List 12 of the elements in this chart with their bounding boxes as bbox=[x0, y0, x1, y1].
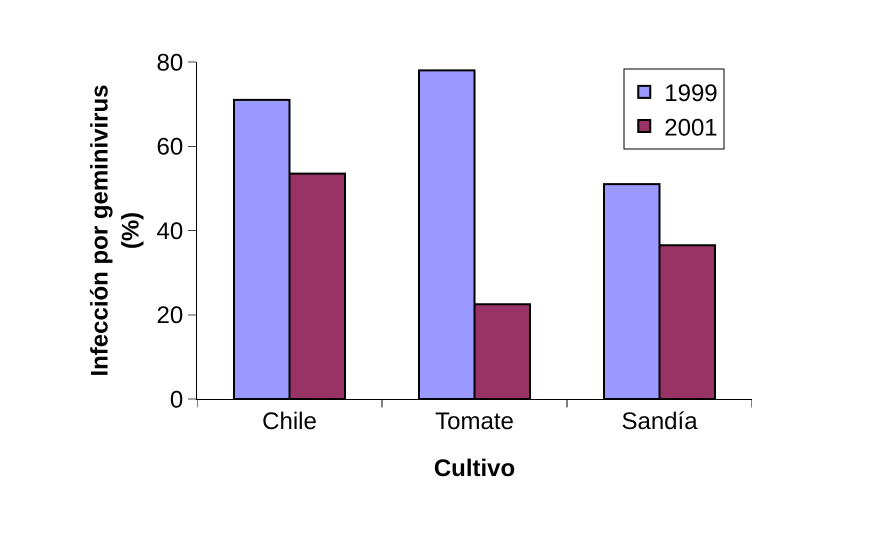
y-tick-label: 20 bbox=[156, 302, 184, 330]
x-tick-label: Chile bbox=[262, 408, 317, 435]
y-tick-label: 80 bbox=[156, 49, 184, 76]
y-tick-label: 40 bbox=[156, 218, 184, 245]
y-tick-label: 0 bbox=[170, 386, 184, 414]
y-axis-title: Infección por geminivirus (%) bbox=[86, 84, 145, 377]
x-tick-label: Sandía bbox=[621, 408, 698, 435]
y-tick-label: 60 bbox=[156, 134, 184, 161]
x-tick-label: Tomate bbox=[435, 408, 514, 435]
legend-label: 2001 bbox=[664, 114, 718, 142]
x-axis-title: Cultivo bbox=[434, 455, 516, 482]
legend-label: 1999 bbox=[664, 80, 718, 108]
